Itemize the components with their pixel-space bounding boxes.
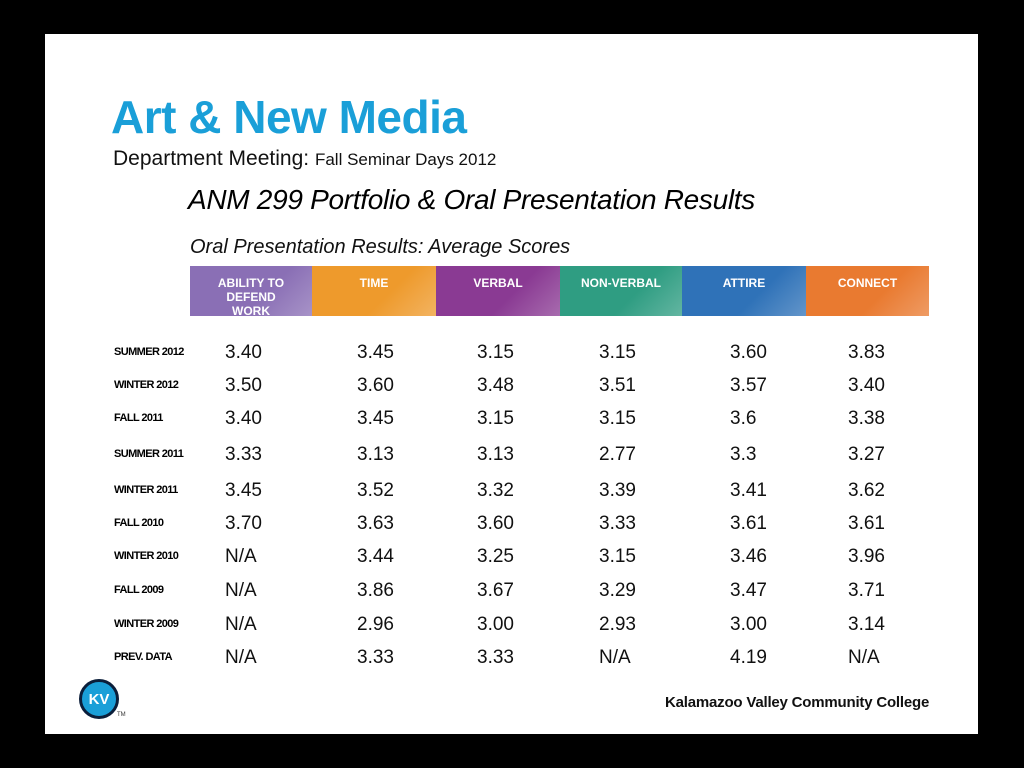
score-cell: N/A bbox=[848, 647, 880, 668]
subtitle: Department Meeting: Fall Seminar Days 20… bbox=[113, 146, 496, 171]
column-header-4: ATTIRE bbox=[682, 266, 806, 316]
section-title: ANM 299 Portfolio & Oral Presentation Re… bbox=[188, 184, 755, 215]
score-cell: 3.63 bbox=[357, 513, 394, 534]
column-header-1: TIME bbox=[312, 266, 436, 316]
row-label: WINTER 2009 bbox=[114, 618, 179, 630]
score-cell: 3.14 bbox=[848, 614, 885, 635]
score-cell: 3.13 bbox=[477, 444, 514, 465]
score-cell: 3.39 bbox=[599, 480, 636, 501]
score-cell: 3.70 bbox=[225, 513, 262, 534]
score-cell: 3.67 bbox=[477, 580, 514, 601]
score-cell: 2.77 bbox=[599, 444, 636, 465]
score-cell: 2.96 bbox=[357, 614, 394, 635]
score-cell: 3.61 bbox=[848, 513, 885, 534]
score-cell: 3.83 bbox=[848, 342, 885, 363]
score-cell: 3.3 bbox=[730, 444, 757, 465]
score-cell: 3.60 bbox=[477, 513, 514, 534]
row-label: FALL 2009 bbox=[114, 584, 164, 596]
score-cell: 3.45 bbox=[357, 342, 394, 363]
score-cell: N/A bbox=[599, 647, 631, 668]
score-cell: 4.19 bbox=[730, 647, 767, 668]
score-cell: 3.15 bbox=[599, 408, 636, 429]
column-header-3: NON-VERBAL bbox=[560, 266, 682, 316]
table-caption: Oral Presentation Results: Average Score… bbox=[190, 236, 571, 258]
score-cell: 3.60 bbox=[730, 342, 767, 363]
subtitle-main: Department Meeting: bbox=[113, 147, 310, 170]
score-cell: 3.48 bbox=[477, 375, 514, 396]
score-cell: N/A bbox=[225, 647, 257, 668]
score-cell: 3.32 bbox=[477, 480, 514, 501]
score-cell: 3.33 bbox=[225, 444, 262, 465]
score-cell: 3.00 bbox=[477, 614, 514, 635]
score-cell: 3.46 bbox=[730, 546, 767, 567]
column-header-5: CONNECT bbox=[806, 266, 929, 316]
score-cell: 3.13 bbox=[357, 444, 394, 465]
score-cell: 3.40 bbox=[848, 375, 885, 396]
score-cell: 3.52 bbox=[357, 480, 394, 501]
score-cell: N/A bbox=[225, 546, 257, 567]
score-cell: N/A bbox=[225, 580, 257, 601]
score-cell: 3.00 bbox=[730, 614, 767, 635]
row-label: FALL 2011 bbox=[114, 412, 163, 424]
row-label: WINTER 2010 bbox=[114, 550, 179, 562]
score-cell: 3.38 bbox=[848, 408, 885, 429]
score-cell: 3.51 bbox=[599, 375, 636, 396]
score-cell: 3.33 bbox=[599, 513, 636, 534]
score-cell: 3.60 bbox=[357, 375, 394, 396]
college-name: Kalamazoo Valley Community College bbox=[665, 694, 930, 711]
kv-logo-text: KV bbox=[88, 690, 110, 708]
main-title: Art & New Media bbox=[111, 91, 467, 143]
row-label: FALL 2010 bbox=[114, 517, 164, 529]
score-cell: 3.86 bbox=[357, 580, 394, 601]
score-cell: 3.15 bbox=[477, 342, 514, 363]
score-cell: 3.41 bbox=[730, 480, 767, 501]
score-cell: 3.33 bbox=[477, 647, 514, 668]
slide: Art & New Media Department Meeting: Fall… bbox=[45, 34, 978, 734]
row-label: SUMMER 2012 bbox=[114, 346, 184, 358]
score-cell: 3.29 bbox=[599, 580, 636, 601]
row-label: WINTER 2012 bbox=[114, 379, 179, 391]
score-cell: 3.27 bbox=[848, 444, 885, 465]
score-cell: 3.50 bbox=[225, 375, 262, 396]
score-cell: 3.33 bbox=[357, 647, 394, 668]
score-cell: 3.45 bbox=[357, 408, 394, 429]
row-label: PREV. DATA bbox=[114, 651, 173, 663]
score-cell: 3.15 bbox=[477, 408, 514, 429]
score-cell: 2.93 bbox=[599, 614, 636, 635]
score-cell: N/A bbox=[225, 614, 257, 635]
score-cell: 3.6 bbox=[730, 408, 757, 429]
column-header-0: ABILITY TO DEFEND WORK bbox=[190, 266, 312, 317]
subtitle-detail: Fall Seminar Days 2012 bbox=[314, 150, 497, 169]
score-cell: 3.25 bbox=[477, 546, 514, 567]
score-cell: 3.40 bbox=[225, 408, 262, 429]
score-cell: 3.62 bbox=[848, 480, 885, 501]
score-cell: 3.57 bbox=[730, 375, 767, 396]
row-label: WINTER 2011 bbox=[114, 484, 178, 496]
column-header-2: VERBAL bbox=[436, 266, 560, 316]
score-cell: 3.40 bbox=[225, 342, 262, 363]
score-cell: 3.61 bbox=[730, 513, 767, 534]
score-cell: 3.15 bbox=[599, 546, 636, 567]
score-cell: 3.44 bbox=[357, 546, 394, 567]
score-cell: 3.96 bbox=[848, 546, 885, 567]
score-cell: 3.47 bbox=[730, 580, 767, 601]
row-label: SUMMER 2011 bbox=[114, 448, 184, 460]
kv-logo: KV bbox=[79, 679, 119, 719]
score-cell: 3.15 bbox=[599, 342, 636, 363]
score-cell: 3.45 bbox=[225, 480, 262, 501]
score-cell: 3.71 bbox=[848, 580, 885, 601]
trademark-mark: TM bbox=[117, 712, 126, 718]
